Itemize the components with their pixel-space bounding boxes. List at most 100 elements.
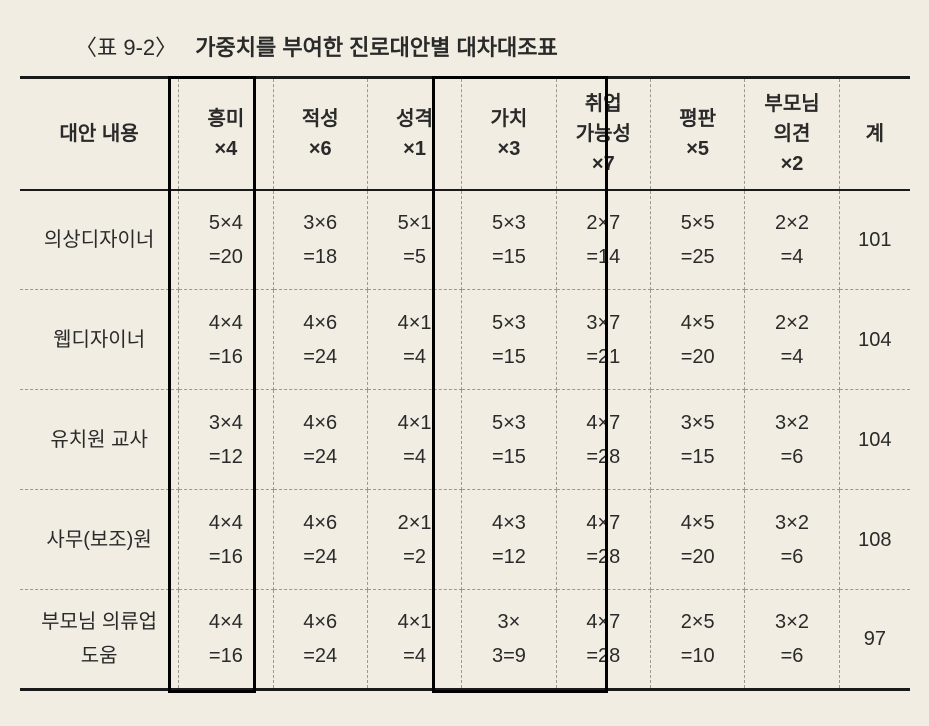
calc-expr: 4×5 [655,506,740,540]
calc-result: =4 [372,440,457,474]
header-weight: ×1 [372,134,457,164]
calc-cell: 3×7=21 [556,290,650,390]
calc-cell: 4×5=20 [650,490,744,590]
calc-result: =15 [466,240,551,274]
row-label-line: 의상디자이너 [24,223,174,257]
calc-cell: 4×1=4 [367,390,461,490]
header-parents: 부모님의견 ×2 [745,78,839,190]
calc-expr: 5×4 [183,206,268,240]
row-label: 유치원 교사 [20,390,179,490]
table-row: 유치원 교사3×4=124×6=244×1=45×3=154×7=283×5=1… [20,390,910,490]
table-row: 사무(보조)원4×4=164×6=242×1=24×3=124×7=284×5=… [20,490,910,590]
calc-result: =24 [278,639,363,673]
calc-expr: 2×2 [749,306,834,340]
calc-cell: 3×2=6 [745,590,839,690]
calc-expr: 5×3 [466,406,551,440]
header-name: 부모님의견 [749,89,834,149]
calc-expr: 3×2 [749,506,834,540]
calc-result: =28 [561,639,646,673]
header-employment: 취업가능성 ×7 [556,78,650,190]
calc-cell: 2×5=10 [650,590,744,690]
row-label: 웹디자이너 [20,290,179,390]
header-reputation: 평판 ×5 [650,78,744,190]
calc-expr: 3×2 [749,605,834,639]
calc-expr: 5×1 [372,206,457,240]
calc-expr: 4×6 [278,506,363,540]
calc-cell: 4×6=24 [273,590,367,690]
table-row: 부모님 의류업도움4×4=164×6=244×1=43×3=94×7=282×5… [20,590,910,690]
calc-result: =15 [466,440,551,474]
calc-expr: 4×6 [278,406,363,440]
calc-cell: 4×4=16 [179,290,273,390]
header-weight: ×7 [561,149,646,179]
header-interest: 흥미 ×4 [179,78,273,190]
calc-expr: 4×4 [183,306,268,340]
calc-cell: 2×1=2 [367,490,461,590]
header-row: 대안 내용 흥미 ×4 적성 ×6 성격 ×1 가치 ×3 [20,78,910,190]
calc-expr: 3×2 [749,406,834,440]
row-label: 의상디자이너 [20,190,179,290]
row-label-line: 유치원 교사 [24,423,174,457]
calc-cell: 2×2=4 [745,190,839,290]
calc-expr: 5×3 [466,206,551,240]
header-total-label: 계 [866,123,884,145]
table-caption: 〈표 9-2〉 가중치를 부여한 진로대안별 대차대조표 [75,30,909,62]
calc-expr: 4×6 [278,605,363,639]
calc-result: =20 [655,340,740,374]
calc-result: =4 [749,240,834,274]
calc-expr: 4×4 [183,506,268,540]
calc-cell: 4×7=28 [556,490,650,590]
table-row: 웹디자이너4×4=164×6=244×1=45×3=153×7=214×5=20… [20,290,910,390]
table-container: 대안 내용 흥미 ×4 적성 ×6 성격 ×1 가치 ×3 [20,76,910,691]
header-value: 가치 ×3 [462,78,556,190]
calc-expr: 3× [466,605,551,639]
calc-result: =4 [372,340,457,374]
calc-cell: 3×4=12 [179,390,273,490]
calc-cell: 5×3=15 [462,290,556,390]
calc-cell: 5×4=20 [179,190,273,290]
calc-cell: 3×2=6 [745,390,839,490]
calc-result: =2 [372,540,457,574]
calc-expr: 4×5 [655,306,740,340]
calc-expr: 2×5 [655,605,740,639]
calc-expr: 4×3 [466,506,551,540]
calc-expr: 4×7 [561,406,646,440]
calc-cell: 4×7=28 [556,590,650,690]
calc-result: =21 [561,340,646,374]
calc-expr: 4×7 [561,506,646,540]
caption-text: 가중치를 부여한 진로대안별 대차대조표 [195,35,557,60]
calc-cell: 3×3=9 [462,590,556,690]
calc-result: =14 [561,240,646,274]
table-body: 의상디자이너5×4=203×6=185×1=55×3=152×7=145×5=2… [20,190,910,690]
row-total: 97 [839,590,910,690]
calc-cell: 5×3=15 [462,190,556,290]
calc-cell: 5×5=25 [650,190,744,290]
calc-result: =28 [561,540,646,574]
header-alternative: 대안 내용 [20,78,179,190]
calc-cell: 4×4=16 [179,590,273,690]
header-weight: ×2 [749,149,834,179]
header-name: 적성 [278,104,363,134]
calc-result: =4 [372,639,457,673]
header-aptitude: 적성 ×6 [273,78,367,190]
row-label: 사무(보조)원 [20,490,179,590]
calc-expr: 5×5 [655,206,740,240]
calc-cell: 3×2=6 [745,490,839,590]
row-total: 104 [839,290,910,390]
calc-cell: 5×3=15 [462,390,556,490]
calc-result: =6 [749,440,834,474]
calc-result: =6 [749,639,834,673]
calc-expr: 4×7 [561,605,646,639]
calc-cell: 4×1=4 [367,290,461,390]
calc-result: =24 [278,540,363,574]
calc-expr: 4×1 [372,306,457,340]
calc-result: =20 [655,540,740,574]
header-name: 가치 [466,104,551,134]
header-weight: ×4 [183,134,268,164]
header-alt-label: 대안 내용 [60,123,139,145]
calc-cell: 4×4=16 [179,490,273,590]
header-weight: ×6 [278,134,363,164]
row-label-line: 도움 [24,639,174,673]
calc-result: =15 [655,440,740,474]
caption-label: 〈표 9-2〉 [75,35,177,60]
